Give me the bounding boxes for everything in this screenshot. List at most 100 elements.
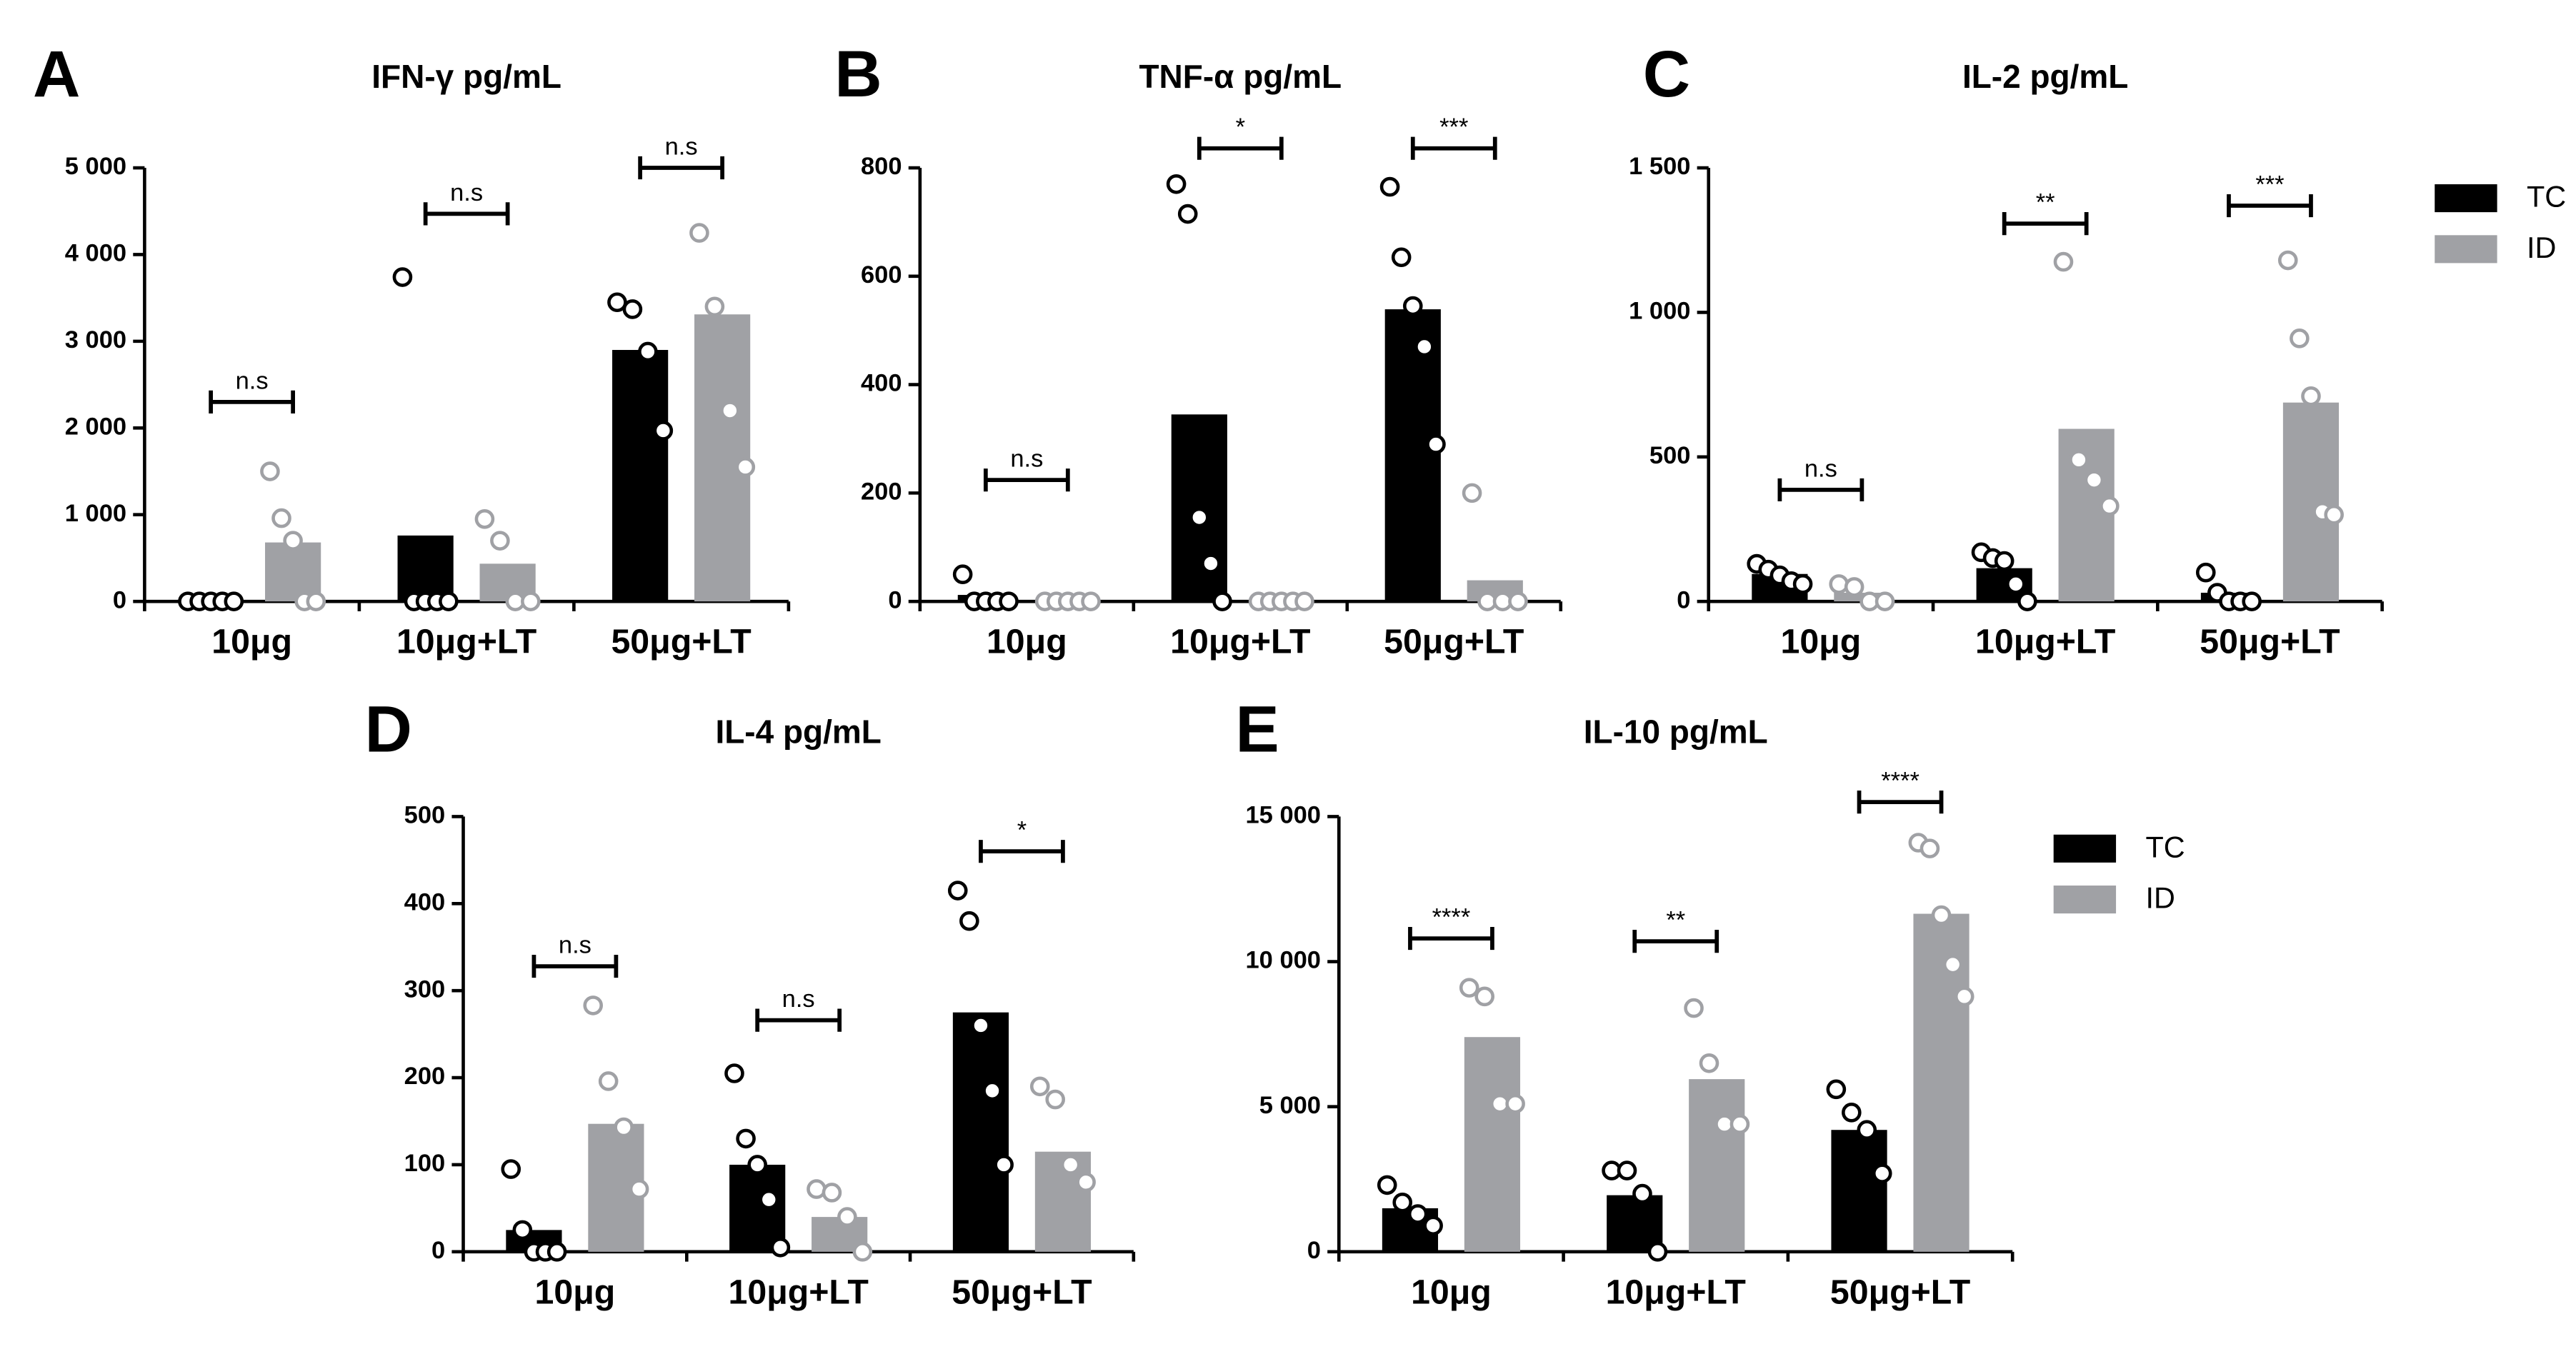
- data-point: [837, 1207, 857, 1227]
- data-point: [1166, 174, 1187, 194]
- significance-bracket: [1197, 136, 1284, 160]
- y-tick-label: 5 000: [1259, 1092, 1321, 1119]
- x-tick-label: 50μg+LT: [611, 623, 751, 661]
- data-point: [720, 401, 740, 421]
- x-tick-label: 10μg: [1781, 623, 1862, 661]
- significance-bracket: [983, 468, 1070, 492]
- significance-bracket: [1408, 926, 1494, 951]
- panel-letter: C: [1643, 38, 1690, 111]
- data-point: [704, 296, 725, 317]
- data-point: [1632, 1183, 1652, 1204]
- legend-label: TC: [2145, 831, 2185, 863]
- data-point: [1076, 1172, 1096, 1193]
- data-point: [2069, 450, 2089, 470]
- x-tick-label: 10μg: [535, 1273, 616, 1311]
- chart-title: IL-4 pg/mL: [715, 713, 881, 751]
- x-tick-label: 50μg+LT: [1830, 1273, 1970, 1311]
- data-point: [1844, 577, 1864, 597]
- data-point: [1462, 483, 1482, 503]
- data-point: [1872, 1163, 1892, 1183]
- legend-swatch: [2435, 235, 2497, 264]
- data-point: [2100, 496, 2120, 516]
- bar: [2282, 402, 2340, 602]
- data-point: [1407, 1204, 1428, 1224]
- significance-label: ***: [1439, 114, 1468, 141]
- chart-title: IFN-γ pg/mL: [371, 58, 561, 95]
- data-point: [224, 591, 244, 611]
- data-point: [439, 591, 459, 611]
- y-tick-label: 500: [1649, 442, 1691, 469]
- data-point: [2301, 386, 2321, 406]
- significance-bracket: [755, 1008, 842, 1032]
- data-point: [2017, 591, 2037, 611]
- data-point: [1201, 553, 1221, 573]
- data-point: [260, 461, 280, 481]
- data-point: [598, 1071, 619, 1091]
- significance-bracket: [979, 840, 1065, 863]
- y-tick-label: 0: [1677, 586, 1690, 613]
- y-tick-label: 0: [431, 1237, 445, 1264]
- significance-bracket: [531, 954, 619, 978]
- y-tick-label: 1 000: [65, 500, 126, 527]
- legend-swatch: [2053, 886, 2117, 914]
- data-point: [1954, 986, 1975, 1007]
- data-point: [2084, 470, 2105, 490]
- x-tick-label: 10μg+LT: [1170, 623, 1310, 661]
- x-tick-label: 10μg+LT: [729, 1273, 869, 1311]
- bar: [1464, 1037, 1521, 1252]
- data-point: [1045, 1089, 1066, 1110]
- panel-letter: E: [1235, 693, 1279, 766]
- data-point: [952, 564, 973, 585]
- data-point: [2277, 250, 2298, 271]
- y-tick-label: 600: [861, 261, 902, 289]
- data-point: [1684, 998, 1704, 1018]
- data-point: [2290, 329, 2310, 348]
- significance-label: **: [2036, 189, 2055, 216]
- data-point: [1857, 1120, 1877, 1140]
- y-tick-label: 0: [113, 586, 126, 613]
- significance-bracket: [1632, 930, 1719, 953]
- significance-label: *: [1017, 817, 1027, 844]
- data-point: [1792, 574, 1813, 594]
- data-point: [1647, 1242, 1668, 1262]
- data-point: [2195, 562, 2216, 583]
- data-point: [724, 1063, 744, 1083]
- data-point: [521, 591, 541, 611]
- data-point: [1294, 591, 1314, 611]
- data-point: [1994, 551, 2015, 571]
- data-point: [1414, 336, 1434, 357]
- bar: [1384, 309, 1441, 602]
- data-point: [759, 1189, 779, 1210]
- data-point: [1699, 1053, 1719, 1073]
- data-point: [1459, 978, 1479, 998]
- significance-label: n.s: [236, 367, 269, 394]
- significance-label: n.s: [559, 932, 591, 959]
- significance-label: n.s: [450, 179, 483, 206]
- data-point: [1942, 954, 1963, 975]
- x-tick-label: 50μg+LT: [1384, 623, 1524, 661]
- bar: [612, 350, 669, 602]
- y-tick-label: 5 000: [65, 153, 126, 180]
- data-point: [1379, 176, 1400, 197]
- legend-swatch: [2053, 834, 2117, 863]
- y-tick-label: 4 000: [65, 240, 126, 267]
- data-point: [501, 1159, 521, 1179]
- y-tick-label: 1 500: [1629, 153, 1690, 180]
- data-point: [653, 421, 674, 441]
- data-point: [1060, 1155, 1081, 1175]
- y-tick-label: 500: [404, 802, 446, 829]
- data-point: [689, 223, 709, 243]
- data-point: [1505, 1093, 1525, 1114]
- data-point: [2242, 591, 2262, 611]
- significance-bracket: [1410, 136, 1497, 160]
- data-point: [306, 591, 326, 611]
- significance-label: ****: [1881, 768, 1919, 795]
- bar: [694, 314, 751, 602]
- x-tick-label: 10μg: [1411, 1273, 1492, 1311]
- data-point: [629, 1179, 649, 1199]
- y-tick-label: 400: [404, 888, 446, 916]
- bar: [729, 1164, 786, 1252]
- data-point: [490, 531, 510, 551]
